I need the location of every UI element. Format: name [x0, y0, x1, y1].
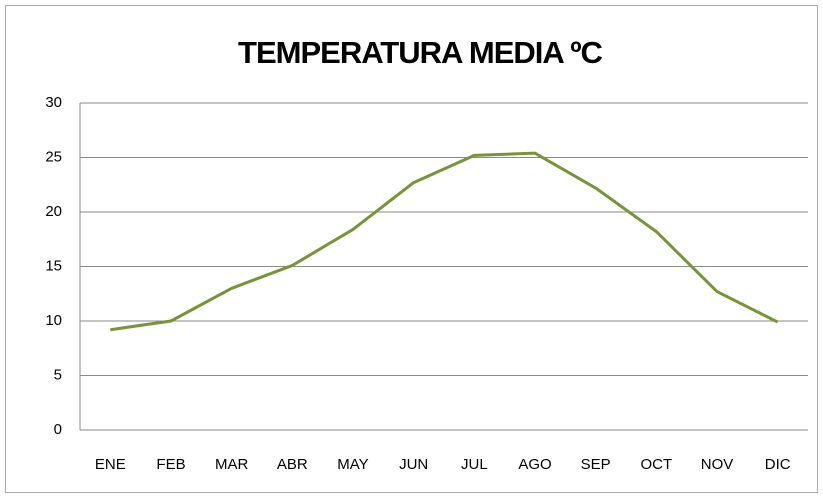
y-tick-label: 0	[54, 421, 62, 438]
x-tick-label: ENE	[95, 456, 126, 473]
y-tick-label: 20	[45, 203, 62, 220]
x-tick-label: SEP	[581, 456, 611, 473]
line	[110, 151, 779, 332]
x-tick-label: FEB	[156, 456, 185, 473]
x-tick-label: DIC	[765, 456, 791, 473]
x-tick-label: JUN	[399, 456, 428, 473]
y-tick-label: 25	[45, 148, 62, 165]
y-tick-label: 15	[45, 257, 62, 274]
x-tick-label: JUL	[461, 456, 488, 473]
chart-border	[5, 5, 818, 493]
y-tick-label: 5	[54, 366, 62, 383]
y-tick-label: 10	[45, 312, 62, 329]
chart-title: TEMPERATURA MEDIA ºC	[238, 35, 602, 70]
x-tick-label: OCT	[640, 456, 672, 473]
x-tick-label: AGO	[518, 456, 551, 473]
x-tick-label: MAY	[337, 456, 368, 473]
x-tick-label: ABR	[277, 456, 308, 473]
x-tick-label: NOV	[701, 456, 734, 473]
x-tick-label: MAR	[215, 456, 249, 473]
y-tick-label: 30	[45, 94, 62, 111]
